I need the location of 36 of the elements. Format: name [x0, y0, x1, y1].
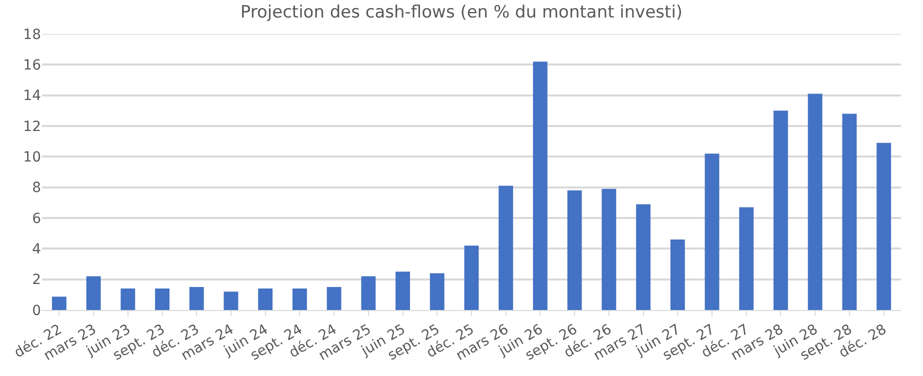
bar — [52, 296, 66, 310]
y-tick-label: 10 — [23, 150, 41, 166]
y-tick-label: 4 — [32, 242, 42, 258]
bar — [567, 190, 582, 310]
bar — [739, 207, 754, 310]
bar — [774, 110, 788, 310]
bar — [326, 287, 342, 310]
bar — [533, 62, 548, 310]
bar — [670, 239, 685, 310]
y-tick-label: 18 — [23, 26, 41, 43]
bar — [292, 288, 307, 310]
bar — [396, 272, 410, 310]
bar — [498, 186, 514, 310]
bar — [876, 142, 892, 310]
bar — [155, 288, 170, 310]
bar — [86, 276, 101, 310]
chart-title: Projection des cash-flows (en % du montant investi) — [240, 2, 683, 23]
bar — [636, 204, 651, 310]
bar — [189, 287, 204, 310]
y-tick-label: 0 — [32, 302, 41, 319]
bar — [361, 276, 376, 310]
bar — [430, 273, 444, 310]
y-tick-label: 6 — [32, 210, 42, 227]
bar — [258, 288, 273, 310]
y-tick-label: 2 — [32, 272, 41, 288]
bar — [704, 154, 720, 310]
y-tick-label: 8 — [32, 180, 41, 196]
y-tick-label: 14 — [23, 88, 42, 104]
bar — [224, 292, 238, 310]
bar — [808, 94, 822, 310]
y-tick-label: 12 — [23, 118, 41, 135]
bar — [120, 288, 136, 310]
bar — [464, 246, 479, 310]
bar — [842, 114, 857, 310]
bar — [602, 188, 616, 310]
y-tick-label: 16 — [23, 58, 42, 74]
